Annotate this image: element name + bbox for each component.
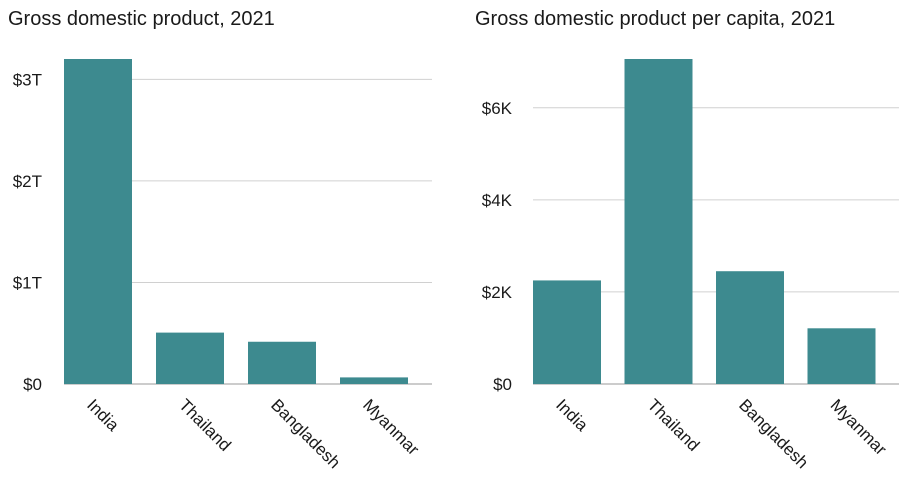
x-tick-label: Thailand: [644, 395, 704, 455]
bar-bangladesh: [248, 341, 316, 384]
bar-bangladesh: [716, 271, 784, 384]
y-tick-label: $0: [23, 375, 42, 394]
x-tick-label: India: [552, 395, 592, 435]
y-tick-label: $0: [493, 375, 512, 394]
y-tick-label: $3T: [13, 70, 42, 89]
x-tick-label: Bangladesh: [267, 395, 344, 472]
gdp-per-capita-chart-panel: Gross domestic product per capita, 2021 …: [467, 0, 919, 485]
gdp-chart: $0 $1T $2T $3T India Thailand Bangladesh Myanma…: [13, 59, 432, 472]
x-tick-label: India: [83, 395, 123, 435]
y-tick-label: $1T: [13, 273, 42, 292]
x-tick-label: Thailand: [175, 395, 235, 455]
x-tick-label: Myanmar: [827, 395, 891, 459]
gdp-chart-panel: Gross domestic product, 2021 $0 $1T $2T $3T…: [0, 0, 450, 485]
bar-myanmar: [807, 328, 876, 384]
bar-myanmar: [340, 377, 408, 384]
bar-india: [64, 59, 132, 384]
bar-india: [533, 280, 601, 384]
bar-thailand: [624, 59, 693, 384]
x-tick-label: Bangladesh: [735, 395, 812, 472]
y-tick-label: $4K: [482, 191, 513, 210]
bar-thailand: [156, 332, 224, 384]
chart-title: Gross domestic product per capita, 2021: [475, 8, 836, 30]
y-tick-label: $2T: [13, 172, 42, 191]
y-tick-label: $2K: [482, 283, 513, 302]
chart-title: Gross domestic product, 2021: [8, 8, 275, 30]
y-tick-label: $6K: [482, 99, 513, 118]
gdp-per-capita-chart: $0 $2K $4K $6K India Thailand Bangladesh Myanma…: [482, 59, 899, 472]
x-tick-label: Myanmar: [359, 395, 423, 459]
